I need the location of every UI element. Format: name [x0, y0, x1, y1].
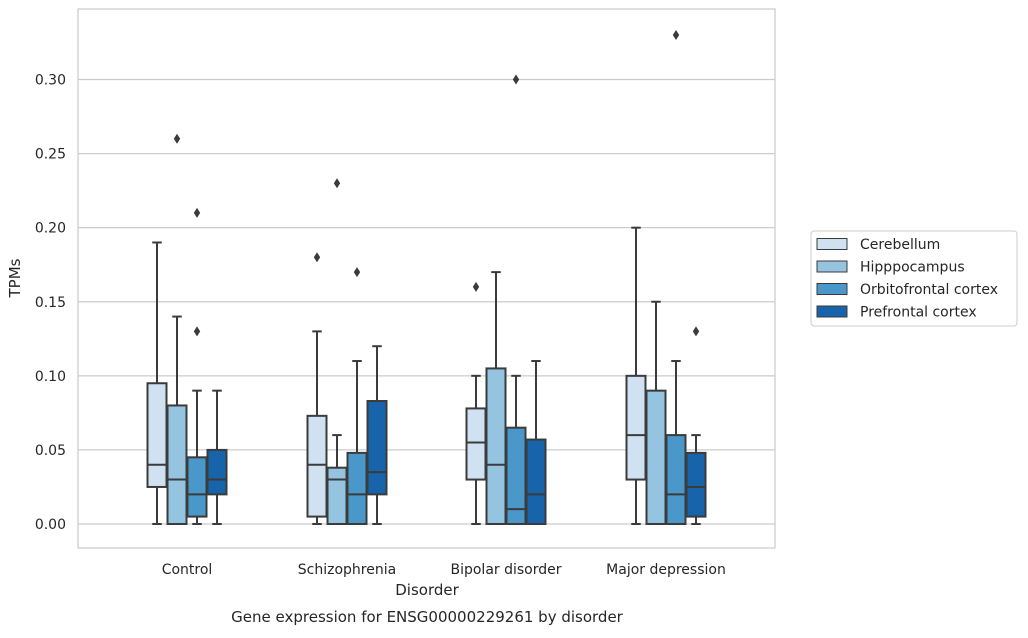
outlier-point — [193, 326, 201, 337]
legend-label: Prefrontal cortex — [860, 305, 977, 321]
box-body — [146, 382, 168, 488]
x-axis-label: Disorder — [395, 581, 459, 599]
y-tick-label: 0.20 — [35, 221, 66, 237]
outlier-point — [672, 30, 680, 41]
y-tick-label: 0.15 — [35, 295, 66, 311]
box-body — [326, 466, 348, 525]
outlier-point — [313, 252, 321, 263]
box-body — [625, 374, 647, 481]
x-tick-label: Control — [162, 562, 213, 578]
x-tick-labels: Control Schizophrenia Bipolar disorder Majo… — [162, 562, 726, 578]
box-body — [645, 389, 667, 525]
box — [366, 345, 388, 525]
legend-frame — [810, 230, 1018, 327]
outlier-point — [173, 133, 181, 144]
x-tick-label: Bipolar disorder — [450, 562, 561, 578]
box — [146, 241, 168, 525]
box-series — [146, 30, 707, 526]
y-tick-label: 0.10 — [35, 369, 66, 385]
category-group — [306, 178, 388, 526]
box — [625, 226, 647, 525]
y-tick-label: 0.05 — [35, 443, 66, 459]
legend: Cerebellum Hipppocampus Orbitofrontal cort… — [810, 230, 1018, 327]
category-group — [625, 30, 707, 526]
outlier-point — [692, 326, 700, 337]
box — [505, 74, 527, 526]
y-tick-labels: 0.00 0.05 0.10 0.15 0.20 0.25 0.30 — [35, 73, 66, 534]
box-body — [525, 438, 547, 526]
outlier-point — [353, 267, 361, 278]
category-group — [465, 74, 547, 526]
box-body — [485, 367, 507, 525]
outlier-point — [512, 74, 520, 85]
chart-caption: Gene expression for ENSG00000229261 by d… — [231, 608, 624, 626]
box-body — [465, 407, 487, 481]
outlier-point — [472, 281, 480, 292]
y-tick-label: 0.30 — [35, 73, 66, 89]
box — [206, 389, 228, 525]
legend-swatch — [816, 305, 848, 318]
box — [685, 326, 707, 525]
x-tick-label: Major depression — [606, 562, 726, 578]
legend-swatch — [816, 283, 848, 295]
legend-label: Hipppocampus — [860, 260, 965, 276]
legend-label: Cerebellum — [860, 237, 940, 253]
box-body — [346, 451, 368, 526]
legend-label: Orbitofrontal cortex — [860, 282, 998, 298]
legend-swatch — [816, 238, 848, 250]
y-axis-label: TPMs — [6, 258, 24, 298]
box-body — [166, 404, 188, 526]
legend-swatch — [816, 260, 848, 273]
box — [525, 360, 547, 526]
outlier-point — [333, 178, 341, 189]
box-body — [186, 456, 208, 518]
box — [186, 207, 208, 525]
box-body — [306, 414, 328, 518]
x-tick-label: Schizophrenia — [298, 562, 396, 578]
box-body — [206, 448, 228, 496]
plot-frame — [77, 8, 776, 549]
y-tick-label: 0.25 — [35, 147, 66, 163]
box-body — [665, 434, 687, 526]
category-group — [146, 133, 228, 526]
outlier-point — [193, 207, 201, 218]
box-body — [366, 400, 388, 496]
box-body — [685, 451, 707, 518]
y-tick-label: 0.00 — [35, 517, 66, 533]
box — [306, 252, 328, 525]
